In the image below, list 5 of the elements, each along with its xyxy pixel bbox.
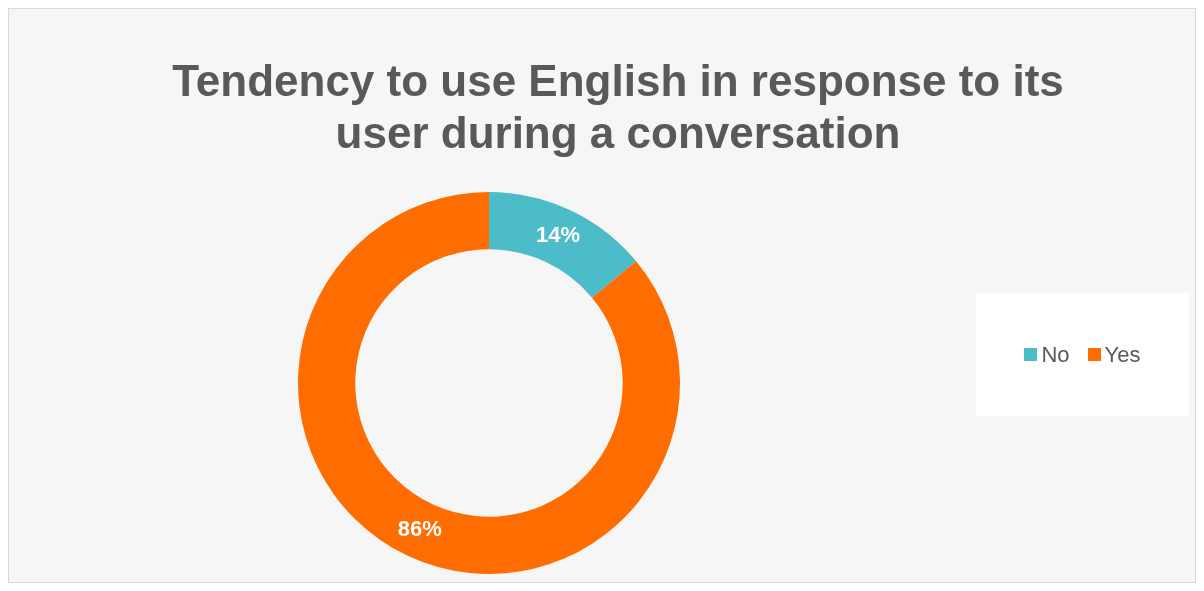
legend-label: No [1041, 341, 1070, 368]
chart-title: Tendency to use English in response to its user during a conversation [171, 55, 1065, 159]
data-label: 14% [536, 222, 581, 248]
legend-label: Yes [1104, 341, 1141, 368]
data-label: 86% [397, 515, 442, 541]
